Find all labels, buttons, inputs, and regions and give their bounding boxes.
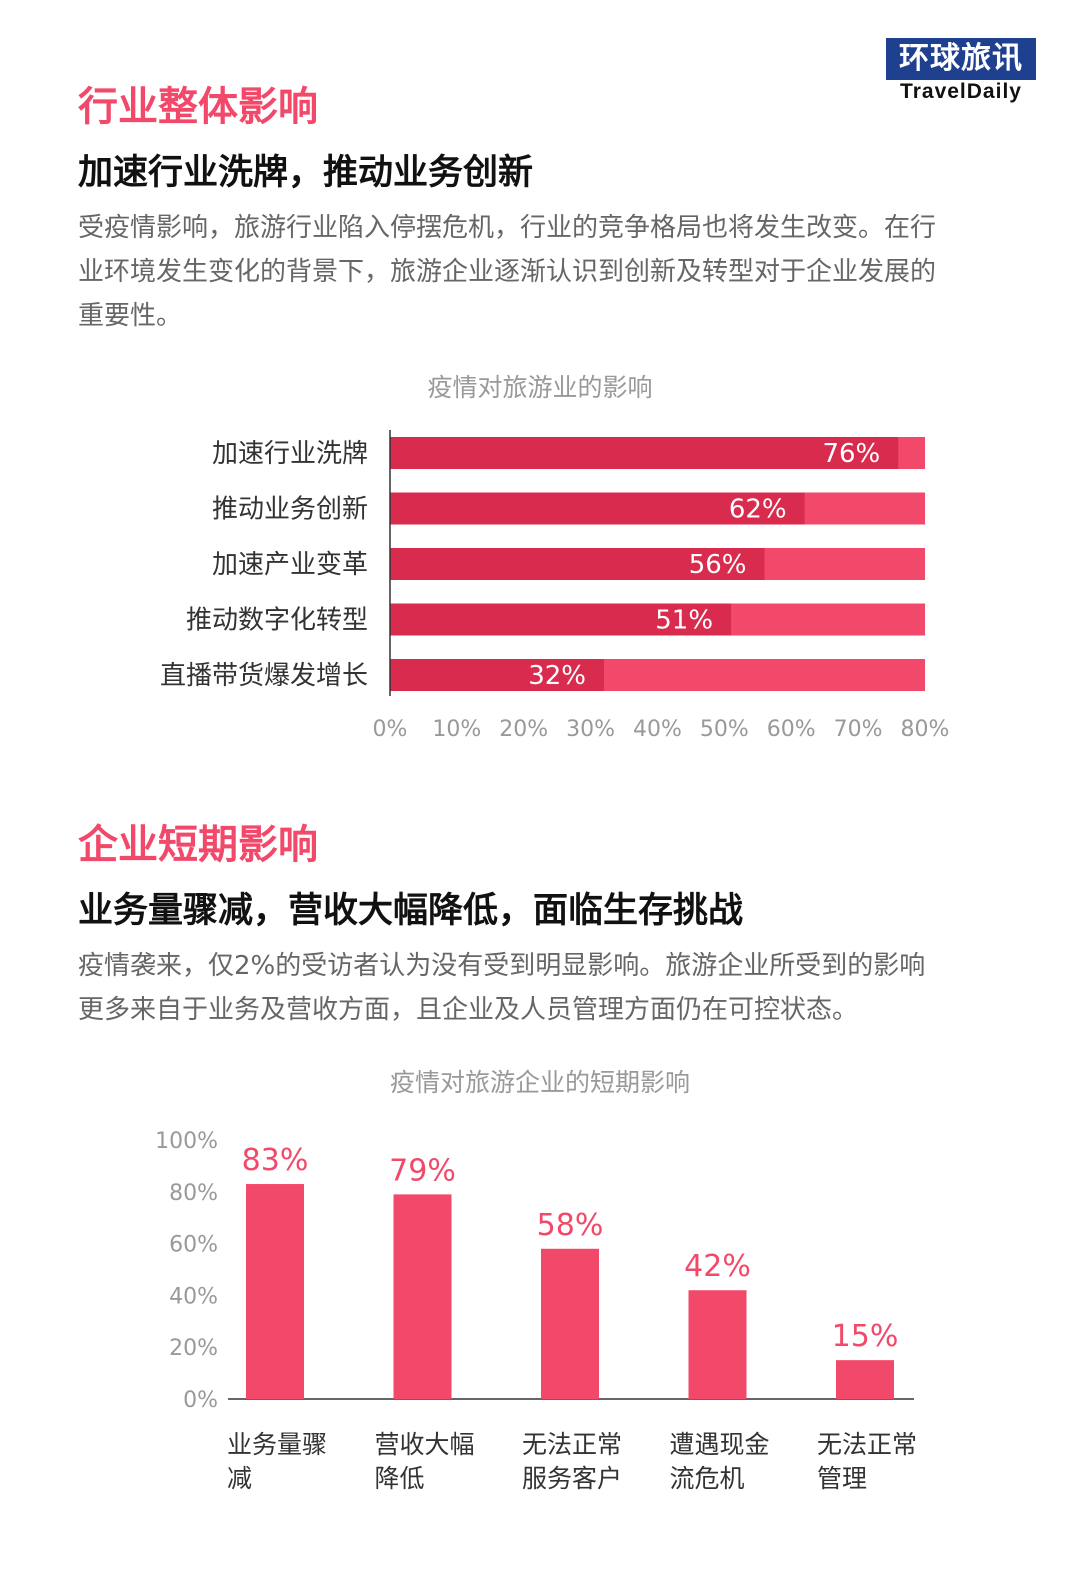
value-bar <box>836 1360 894 1399</box>
y-tick-label: 20% <box>169 1336 218 1361</box>
category-label: 推动业务创新 <box>212 495 368 525</box>
section1-paragraph: 受疫情影响，旅游行业陷入停摆危机，行业的竞争格局也将发生改变。在行 业环境发生变… <box>78 206 1008 338</box>
x-tick-label: 40% <box>633 717 682 742</box>
category-label: 业务量骤 <box>227 1430 327 1459</box>
category-label: 直播带货爆发增长 <box>160 661 368 691</box>
data-label: 56% <box>689 550 747 580</box>
value-bar <box>390 603 732 636</box>
chart1-horizontal-bar: 76% 加速行业洗牌 62% 推动业务创新 56% 加速产业变革 51% 推动数字化转型 32%… <box>160 430 950 742</box>
category-label: 流危机 <box>670 1464 745 1493</box>
paragraph-line: 业环境发生变化的背景下，旅游企业逐渐认识到创新及转型对于企业发展的 <box>78 257 937 287</box>
data-label: 42% <box>684 1249 751 1284</box>
chart2-vertical-bar: 0% 20% 40% 60% 80% 100% 83% 业务量骤减 79% 营收大幅降低 58% 无法… <box>155 1129 917 1493</box>
category-label: 降低 <box>375 1464 425 1493</box>
logo-chinese: 环球旅讯 <box>886 38 1036 80</box>
data-label: 32% <box>528 661 586 691</box>
value-bar <box>688 1290 747 1399</box>
paragraph-line: 更多来自于业务及营收方面，且企业及人员管理方面仍在可控状态。 <box>78 995 859 1025</box>
category-label: 加速产业变革 <box>212 550 368 580</box>
x-tick-label: 50% <box>700 717 749 742</box>
section1-title: 行业整体影响 <box>78 84 318 130</box>
value-bar <box>393 1194 452 1399</box>
logo-english: TravelDaily <box>900 80 1022 103</box>
x-tick-label: 80% <box>901 717 950 742</box>
value-bar <box>246 1184 304 1399</box>
value-bar <box>390 548 765 580</box>
chart1-title: 疫情对旅游业的影响 <box>427 373 653 402</box>
category-label: 遭遇现金 <box>670 1430 770 1459</box>
data-label: 76% <box>822 439 880 469</box>
data-label: 62% <box>729 495 787 525</box>
value-bar <box>390 437 899 469</box>
paragraph-line: 受疫情影响，旅游行业陷入停摆危机，行业的竞争格局也将发生改变。在行 <box>78 213 937 243</box>
data-label: 83% <box>242 1143 309 1178</box>
category-label: 推动数字化转型 <box>186 606 368 636</box>
value-bar <box>541 1248 599 1399</box>
y-tick-label: 40% <box>169 1284 218 1309</box>
data-label: 58% <box>537 1208 604 1243</box>
logo: 环球旅讯 TravelDaily <box>886 38 1036 104</box>
category-label: 无法正常 <box>522 1430 622 1459</box>
value-bar <box>390 659 604 691</box>
section2-subtitle: 业务量骤减，营收大幅降低，面临生存挑战 <box>78 891 744 931</box>
category-label: 营收大幅 <box>375 1430 475 1459</box>
y-tick-label: 0% <box>183 1388 218 1413</box>
x-tick-label: 70% <box>834 717 883 742</box>
paragraph-line: 疫情袭来，仅2%的受访者认为没有受到明显影响。旅游企业所受到的影响 <box>78 951 926 981</box>
category-label: 服务客户 <box>522 1464 622 1493</box>
x-tick-label: 30% <box>566 717 615 742</box>
chart2-title: 疫情对旅游企业的短期影响 <box>389 1068 690 1097</box>
data-label: 15% <box>832 1319 899 1354</box>
section1-subtitle: 加速行业洗牌，推动业务创新 <box>78 153 534 193</box>
data-label: 79% <box>389 1153 456 1188</box>
y-tick-label: 60% <box>169 1233 218 1258</box>
data-label: 51% <box>655 606 713 636</box>
y-tick-label: 80% <box>169 1181 218 1206</box>
category-label: 无法正常 <box>817 1430 917 1459</box>
paragraph-line: 重要性。 <box>78 301 183 331</box>
x-tick-label: 0% <box>373 717 408 742</box>
category-label: 管理 <box>817 1464 867 1493</box>
x-tick-label: 20% <box>499 717 548 742</box>
x-tick-label: 10% <box>432 717 481 742</box>
section2-paragraph: 疫情袭来，仅2%的受访者认为没有受到明显影响。旅游企业所受到的影响 更多来自于业… <box>78 944 1008 1032</box>
section2-title: 企业短期影响 <box>78 822 318 868</box>
category-label: 加速行业洗牌 <box>212 439 368 469</box>
x-tick-label: 60% <box>767 717 816 742</box>
value-bar <box>390 492 805 525</box>
y-tick-label: 100% <box>155 1129 218 1154</box>
category-label: 减 <box>227 1464 252 1493</box>
